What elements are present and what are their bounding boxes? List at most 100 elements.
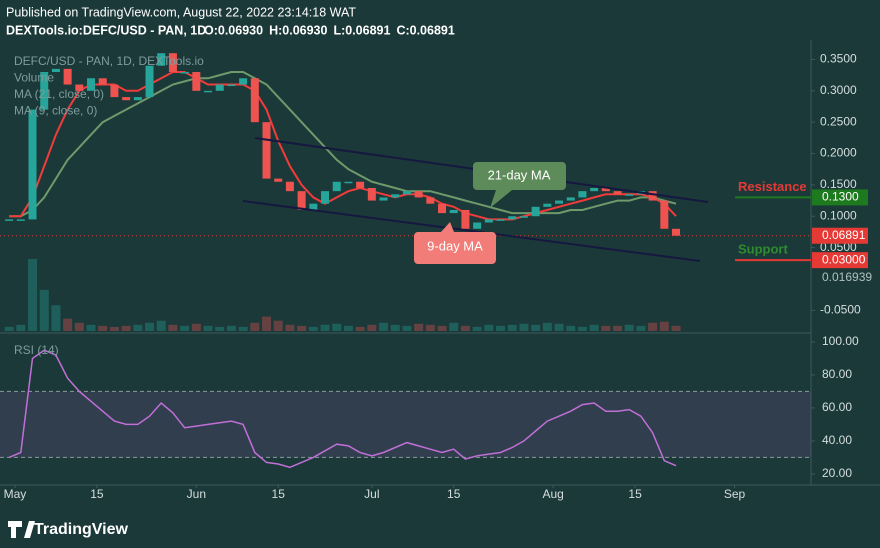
candle xyxy=(239,78,248,85)
candle xyxy=(438,203,447,214)
candle xyxy=(204,90,213,93)
rsi-band xyxy=(0,391,811,458)
candle xyxy=(402,191,411,195)
candle xyxy=(356,181,365,189)
logo: TradingView xyxy=(8,521,129,538)
candle xyxy=(660,200,669,229)
candle xyxy=(110,84,119,98)
legend-label: Volume xyxy=(14,71,54,85)
volume-bar xyxy=(297,325,307,331)
price-pane: 0.35000.30000.25000.20000.15000.10000.05… xyxy=(0,52,872,331)
candle xyxy=(543,203,552,207)
volume-bar xyxy=(121,325,131,331)
candle xyxy=(508,216,517,220)
annotation-text: Resistance xyxy=(738,179,807,194)
volume-bar xyxy=(74,322,84,331)
volume-bar xyxy=(507,324,517,331)
callouts: 21-day MA 9-day MA xyxy=(414,162,566,264)
annotation-label: 0.1300 xyxy=(822,190,859,204)
volume-bar xyxy=(519,323,529,331)
candle xyxy=(648,191,657,201)
x-tick-label: Jul xyxy=(364,487,379,501)
candle xyxy=(16,219,25,221)
candle xyxy=(168,53,177,72)
candle xyxy=(496,219,505,221)
candle xyxy=(531,206,540,217)
candle xyxy=(215,84,224,91)
callout-bubble xyxy=(414,222,496,264)
volume-bar xyxy=(484,324,494,331)
volume-bar xyxy=(390,324,400,331)
candle xyxy=(157,53,166,66)
candle xyxy=(285,181,294,192)
candle xyxy=(391,194,400,198)
x-tick-label: 15 xyxy=(90,487,104,501)
candle xyxy=(332,181,341,192)
volume-bar xyxy=(355,326,365,331)
candle xyxy=(309,203,318,210)
candle xyxy=(262,122,271,179)
ohlc-value: C:0.06891 xyxy=(396,23,454,37)
volume-bar xyxy=(554,323,564,331)
volume-bar xyxy=(636,325,646,331)
y-tick-label: 80.00 xyxy=(822,367,852,381)
y-tick-label: 0.2500 xyxy=(820,114,857,128)
y-tick-label: 100.00 xyxy=(822,334,859,348)
candle xyxy=(133,97,142,101)
volume-bar xyxy=(215,326,225,331)
y-tick-label: 0.2000 xyxy=(820,146,857,160)
volume-bar xyxy=(308,326,318,331)
ohlc-value: O:0.06930 xyxy=(204,23,263,37)
legend-label: RSI (14) xyxy=(14,343,59,357)
volume-bar xyxy=(402,325,412,331)
annotation-label: 0.03000 xyxy=(822,252,866,266)
volume-bar xyxy=(16,324,26,331)
ohlc-value: H:0.06930 xyxy=(269,23,327,37)
last-price-label: 0.06891 xyxy=(822,228,866,242)
y-tick-label: 0.1000 xyxy=(820,208,857,222)
published: Published on TradingView.com, August 22,… xyxy=(6,5,356,19)
candle xyxy=(75,84,84,91)
y-tick-label: 0.1500 xyxy=(820,177,857,191)
volume-bar xyxy=(648,322,658,331)
candle xyxy=(5,219,14,221)
volume-bar xyxy=(332,323,342,331)
volume-bar xyxy=(671,325,681,331)
volume-bar xyxy=(4,326,14,331)
volume-bar xyxy=(238,326,248,331)
volume-bar xyxy=(566,325,576,331)
volume-bar xyxy=(425,324,435,331)
volume-bar xyxy=(414,323,424,331)
ohlc: O:0.06930 H:0.06930 L:0.06891 C:0.06891 xyxy=(204,23,455,37)
annotation-box xyxy=(812,189,868,206)
candle xyxy=(555,200,564,204)
candle xyxy=(426,197,435,204)
volume-bar xyxy=(145,322,155,331)
candle xyxy=(51,68,60,72)
x-tick-label: May xyxy=(4,487,27,501)
annotation-box xyxy=(812,252,868,269)
candle xyxy=(484,219,493,223)
volume-bar xyxy=(133,324,143,331)
volume-bar xyxy=(589,324,599,331)
volume-bar xyxy=(379,322,389,331)
channel-lower xyxy=(242,200,701,262)
candle xyxy=(145,65,154,98)
candle xyxy=(180,72,189,74)
candle xyxy=(274,178,283,182)
x-tick-label: Jun xyxy=(187,487,206,501)
candle xyxy=(250,78,259,123)
volume-bar xyxy=(51,305,61,331)
volume-bar xyxy=(624,324,634,331)
rsi-line xyxy=(8,349,677,469)
annotation-text: Support xyxy=(738,242,788,257)
y-tick-label: 40.00 xyxy=(822,433,852,447)
y-tick-label: 0.3500 xyxy=(820,52,857,66)
volume-bar xyxy=(601,325,611,331)
rsi-pane: 100.00 80.00 60.00 40.00 20.00 May 15 Jun 15 Jul 1… xyxy=(0,334,859,501)
volume-bar xyxy=(86,324,96,331)
candle xyxy=(519,216,528,218)
volume-bar xyxy=(449,322,459,331)
candle xyxy=(613,191,622,195)
